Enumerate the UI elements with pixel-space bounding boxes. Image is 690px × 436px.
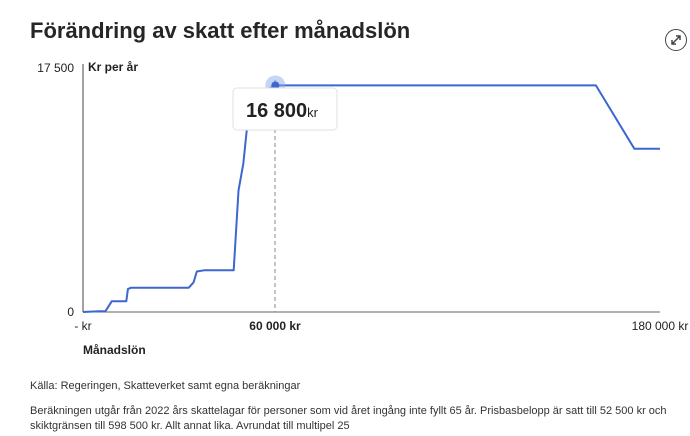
y-axis-label: Kr per år (88, 60, 138, 74)
source-text: Källa: Regeringen, Skatteverket samt egn… (30, 380, 301, 392)
series-line (82, 84, 660, 313)
hover-point[interactable] (271, 81, 280, 90)
expand-button[interactable] (665, 29, 687, 51)
expand-arrows-icon (671, 35, 681, 45)
method-note: Beräkningen utgår från 2022 års skattela… (30, 405, 667, 432)
tooltip-value: 16 800 (246, 100, 307, 122)
x-tick-start: - kr (74, 319, 91, 333)
y-tick-zero: 0 (67, 305, 74, 319)
tooltip: 16 800kr (232, 87, 338, 131)
tooltip-unit: kr (307, 105, 319, 120)
y-tick-max: 17 500 (37, 61, 74, 75)
x-tick-end: 180 000 kr (632, 319, 689, 333)
chart: Kr per år 17 500 0 - kr 60 000 kr 180 00… (37, 60, 689, 357)
svg-text:16 800kr: 16 800kr (246, 100, 319, 122)
chart-title: Förändring av skatt efter månadslön (30, 18, 411, 43)
x-axis-label: Månadslön (83, 343, 146, 357)
x-tick-mid: 60 000 kr (249, 319, 301, 333)
